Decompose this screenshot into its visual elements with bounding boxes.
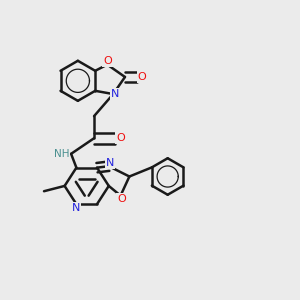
Text: O: O <box>117 194 126 204</box>
Text: N: N <box>106 158 114 168</box>
Text: O: O <box>116 133 125 143</box>
Text: N: N <box>111 89 119 99</box>
Text: NH: NH <box>54 149 70 159</box>
Text: O: O <box>138 72 146 82</box>
Text: O: O <box>103 56 112 66</box>
Text: N: N <box>72 203 81 213</box>
